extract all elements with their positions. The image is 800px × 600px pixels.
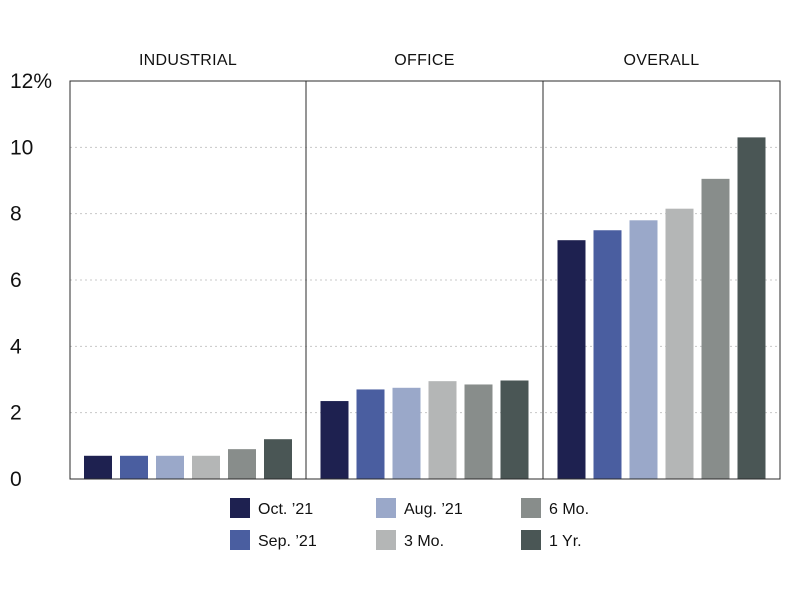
bar-industrial-6-mo [228,449,256,479]
bar-office-oct-21 [320,401,349,479]
y-tick-label-10: 10 [10,136,33,159]
bar-overall-aug-21 [629,220,658,480]
legend-label-6-mo: 6 Mo. [549,501,589,518]
bar-industrial-1-yr [264,439,292,479]
legend-label-3-mo: 3 Mo. [404,533,444,550]
legend-label-aug-21: Aug. ’21 [404,501,463,518]
legend-swatch-1-yr [521,530,541,550]
bar-office-3-mo [428,381,457,479]
bar-industrial-oct-21 [84,455,112,479]
bar-overall-oct-21 [557,240,586,479]
bar-office-6-mo [464,384,493,479]
bar-overall-3-mo [665,208,694,480]
bar-industrial-3-mo [192,455,220,479]
legend-swatch-oct-21 [230,498,250,518]
y-tick-label-2: 2 [10,402,22,425]
y-tick-label-6: 6 [10,269,22,292]
bar-overall-6-mo [701,178,730,479]
y-tick-label-0: 0 [10,468,22,491]
panel-title-office: OFFICE [394,52,454,69]
legend-swatch-sep-21 [230,530,250,550]
bar-office-1-yr [500,380,529,479]
plot-frame [69,80,781,480]
panel-title-industrial: INDUSTRIAL [139,52,237,69]
y-tick-label-8: 8 [10,203,22,226]
legend-label-oct-21: Oct. ’21 [258,501,313,518]
legend-swatch-3-mo [376,530,396,550]
bar-industrial-sep-21 [120,455,148,479]
bar-office-sep-21 [356,389,385,479]
y-tick-label-12: 12% [10,70,52,93]
legend-swatch-aug-21 [376,498,396,518]
panel-title-overall: OVERALL [624,52,700,69]
bar-overall-1-yr [737,137,766,479]
bar-overall-sep-21 [593,230,622,479]
bar-industrial-aug-21 [156,455,184,479]
legend-swatch-6-mo [521,498,541,518]
y-tick-label-4: 4 [10,335,22,358]
legend-label-sep-21: Sep. ’21 [258,533,317,550]
legend-label-1-yr: 1 Yr. [549,533,582,550]
bar-office-aug-21 [392,387,421,479]
